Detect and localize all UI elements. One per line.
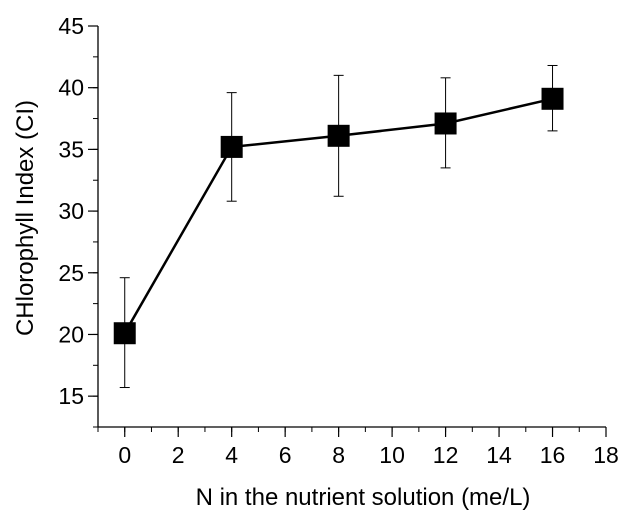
x-tick-label: 14 (486, 442, 512, 468)
y-tick-label: 35 (58, 136, 84, 162)
x-tick-label: 6 (279, 442, 292, 468)
x-tick-label: 12 (433, 442, 459, 468)
x-axis-title: N in the nutrient solution (me/L) (196, 484, 531, 511)
data-point-marker (113, 322, 136, 345)
series-layer (113, 64, 564, 389)
data-point-marker (220, 135, 243, 158)
data-point-marker (327, 124, 350, 147)
x-tick-label: 4 (225, 442, 238, 468)
y-axis-title: CHlorophyll Index (CI) (12, 100, 39, 336)
y-tick-label: 15 (58, 383, 84, 409)
x-tick-label: 10 (379, 442, 405, 468)
x-tick-label: 2 (172, 442, 185, 468)
data-point-marker (434, 112, 457, 135)
x-tick-label: 18 (593, 442, 619, 468)
y-tick-label: 45 (58, 13, 84, 39)
y-tick-label: 30 (58, 198, 84, 224)
x-tick-label: 8 (332, 442, 345, 468)
y-tick-label: 40 (58, 75, 84, 101)
x-tick-label: 0 (118, 442, 131, 468)
y-tick-label: 20 (58, 321, 84, 347)
x-axis: 0 2 4 6 8 10 12 14 16 18 (97, 427, 619, 468)
y-tick-label: 25 (58, 260, 84, 286)
y-axis: 15 20 25 30 35 40 45 (58, 13, 98, 428)
data-point-marker (541, 87, 564, 110)
plot-frame (97, 26, 606, 428)
x-tick-label: 16 (540, 442, 566, 468)
